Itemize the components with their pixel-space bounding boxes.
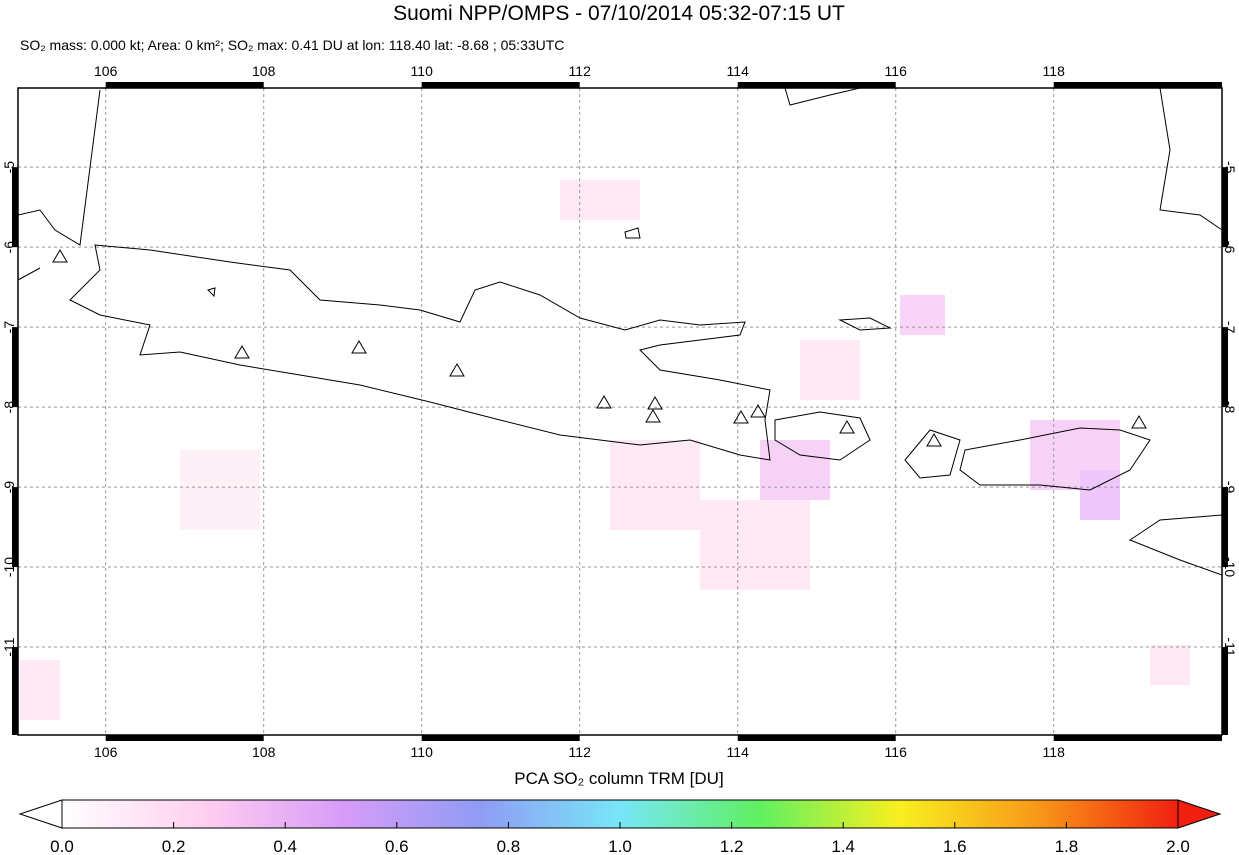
frame-bar (1222, 487, 1228, 568)
colorbar-tick-label: 0.8 (497, 837, 521, 855)
coastline (959, 427, 1151, 491)
lon-tick-label: 118 (1043, 63, 1066, 79)
coastline (18, 89, 101, 281)
colorbar-tick-label: 1.4 (831, 837, 855, 855)
frame-bar (12, 167, 18, 248)
frame-bar (1053, 82, 1222, 88)
lat-tick-label: -6 (1, 241, 17, 254)
frame-bar (12, 647, 18, 735)
colorbar-high-extension (1177, 799, 1222, 829)
frame-border (17, 87, 1223, 736)
lat-tick-label: -5 (1222, 161, 1238, 174)
so2-pixels (20, 180, 1190, 720)
volcanoes (52, 249, 1147, 447)
colorbar-tick-label: 1.0 (608, 837, 632, 855)
lat-tick-label: -8 (1, 401, 17, 414)
frame-bar (421, 82, 580, 88)
lat-tick-label: -5 (1, 161, 17, 174)
coastline (774, 411, 871, 461)
lon-tick-label: 106 (94, 63, 118, 79)
pixel (610, 440, 700, 530)
pixel (560, 180, 640, 220)
frame-bar (12, 487, 18, 568)
coastline (1128, 514, 1222, 576)
frame-bar (105, 82, 264, 88)
grid (18, 88, 1222, 735)
axes: 106 106 108 108 110 110 112 112 114 114 116 116 118 1… (1, 63, 1238, 760)
frame-bar (1222, 167, 1228, 248)
colorbar: PCA SO₂ column TRM [DU] 0.0 0.2 0.4 0.6 0.8 1… (18, 769, 1222, 855)
lat-tick-label: -11 (1, 637, 17, 656)
coastline (904, 429, 961, 479)
map-area (18, 88, 1222, 735)
lon-tick-label: 112 (569, 63, 592, 79)
pixel (760, 440, 830, 500)
frame-bar (1053, 735, 1222, 741)
colorbar-tick-label: 1.2 (720, 837, 744, 855)
colorbar-tick-label: 1.6 (943, 837, 967, 855)
pixel (800, 340, 860, 400)
colorbar-tick-label: 0.6 (385, 837, 409, 855)
colorbar-tick-label: 1.8 (1055, 837, 1079, 855)
colorbar-label: PCA SO₂ column TRM [DU] (514, 769, 723, 788)
frame-bar (421, 735, 580, 741)
lon-tick-label: 118 (1043, 744, 1066, 760)
colorbar-low-extension (18, 799, 63, 829)
lon-tick-label: 116 (885, 63, 908, 79)
lon-tick-label: 110 (411, 63, 434, 79)
pixel (900, 295, 945, 335)
coastline (784, 88, 1222, 231)
pixel (1150, 645, 1190, 685)
lon-tick-label: 114 (727, 63, 750, 79)
frame-bar (737, 82, 896, 88)
pixel (700, 500, 810, 590)
lat-tick-label: -10 (1, 557, 17, 577)
lat-tick-label: -6 (1222, 241, 1238, 254)
lon-tick-label: 108 (252, 744, 276, 760)
frame-bar (12, 327, 18, 408)
colorbar-tick-label: 2.0 (1166, 837, 1190, 855)
colorbar-tick-label: 0.0 (50, 837, 74, 855)
frame-bar (1222, 327, 1228, 408)
coastline (207, 227, 892, 331)
lon-tick-label: 110 (411, 744, 434, 760)
frame-bar (105, 735, 264, 741)
lon-tick-label: 114 (727, 744, 750, 760)
lat-tick-label: -8 (1222, 401, 1238, 414)
lat-tick-label: -10 (1222, 557, 1238, 577)
title: Suomi NPP/OMPS - 07/10/2014 05:32-07:15 … (393, 2, 845, 25)
coastline (69, 244, 771, 461)
volcano-markers (52, 249, 1147, 447)
frame-bar (737, 735, 896, 741)
pixel (20, 660, 60, 720)
map-frame (12, 82, 1228, 741)
lat-tick-label: -7 (1, 321, 17, 334)
lon-tick-label: 116 (885, 744, 908, 760)
lon-tick-label: 108 (252, 63, 276, 79)
frame-bar (1222, 647, 1228, 735)
lat-tick-label: -9 (1, 481, 17, 494)
lon-tick-label: 106 (94, 744, 118, 760)
lat-tick-label: -9 (1222, 481, 1238, 494)
lat-tick-label: -11 (1222, 637, 1238, 656)
lon-tick-label: 112 (569, 744, 592, 760)
subtitle: SO₂ mass: 0.000 kt; Area: 0 km²; SO₂ max… (20, 37, 564, 53)
lat-tick-label: -7 (1222, 321, 1238, 334)
colorbar-tick-label: 0.4 (273, 837, 297, 855)
pixel (180, 450, 260, 530)
colorbar-tick-label: 0.2 (162, 837, 186, 855)
coastlines (18, 88, 1222, 576)
